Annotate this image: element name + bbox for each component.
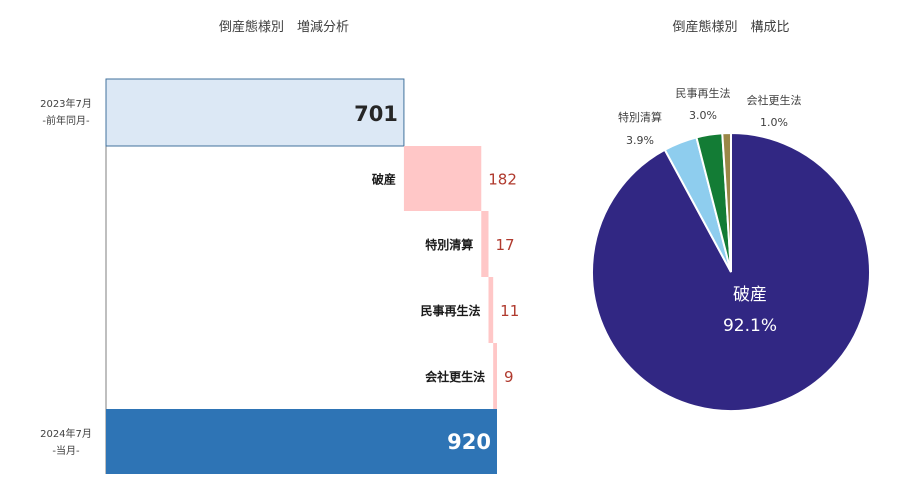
waterfall-end-label: 2024年7月 bbox=[40, 427, 92, 440]
waterfall-start-bar bbox=[105, 78, 405, 147]
waterfall-bars bbox=[105, 78, 497, 474]
waterfall-row-labels: 2023年7月 -前年同月- 2024年7月 -当月- bbox=[40, 97, 92, 457]
pie-label-name: 破産 bbox=[733, 285, 767, 305]
waterfall-category-label: 特別清算 bbox=[425, 237, 473, 252]
pie-label-value: 3.9% bbox=[626, 134, 654, 147]
waterfall-step-bar bbox=[403, 146, 482, 211]
pie-labels: 破産 92.1% 特別清算 3.9% 民事再生法 3.0% 会社更生法 1.0% bbox=[618, 86, 802, 336]
pie-chart: 破産 92.1% 特別清算 3.9% 民事再生法 3.0% 会社更生法 1.0% bbox=[591, 86, 871, 412]
pie-label-name: 特別清算 bbox=[618, 110, 662, 124]
waterfall-start-label: 2023年7月 bbox=[40, 97, 92, 110]
pie-label-name: 会社更生法 bbox=[747, 93, 802, 107]
waterfall-end-sublabel: -当月- bbox=[52, 444, 80, 457]
waterfall-start-sublabel: -前年同月- bbox=[42, 114, 90, 127]
waterfall-delta-label: 17 bbox=[496, 236, 515, 254]
waterfall-chart: 2023年7月 -前年同月- 2024年7月 -当月- 701 破産 182 特別清算 17 民… bbox=[40, 78, 519, 474]
waterfall-value-labels: 701 破産 182 特別清算 17 民事再生法 11 会社更生法 9 920 bbox=[354, 102, 519, 454]
waterfall-step-bar bbox=[493, 343, 497, 409]
pie-title: 倒産態様別 構成比 bbox=[672, 19, 789, 35]
waterfall-title: 倒産態様別 増減分析 bbox=[219, 19, 349, 35]
pie-slice bbox=[721, 131, 732, 273]
waterfall-end-value: 920 bbox=[447, 430, 491, 454]
waterfall-step-bar bbox=[488, 277, 494, 343]
waterfall-delta-label: 11 bbox=[500, 302, 519, 320]
pie-label-name: 民事再生法 bbox=[676, 86, 731, 100]
waterfall-step-bar bbox=[481, 211, 489, 277]
waterfall-start-value: 701 bbox=[354, 102, 398, 126]
waterfall-delta-label: 182 bbox=[488, 171, 517, 189]
pie-label-value: 92.1% bbox=[723, 316, 777, 336]
waterfall-end-bar bbox=[106, 409, 497, 474]
waterfall-category-label: 民事再生法 bbox=[420, 303, 480, 318]
pie-slices bbox=[591, 131, 871, 412]
pie-label-value: 1.0% bbox=[760, 116, 788, 129]
waterfall-category-label: 破産 bbox=[372, 172, 396, 187]
waterfall-delta-label: 9 bbox=[504, 368, 514, 386]
waterfall-category-label: 会社更生法 bbox=[425, 369, 485, 384]
pie-label-value: 3.0% bbox=[689, 109, 717, 122]
